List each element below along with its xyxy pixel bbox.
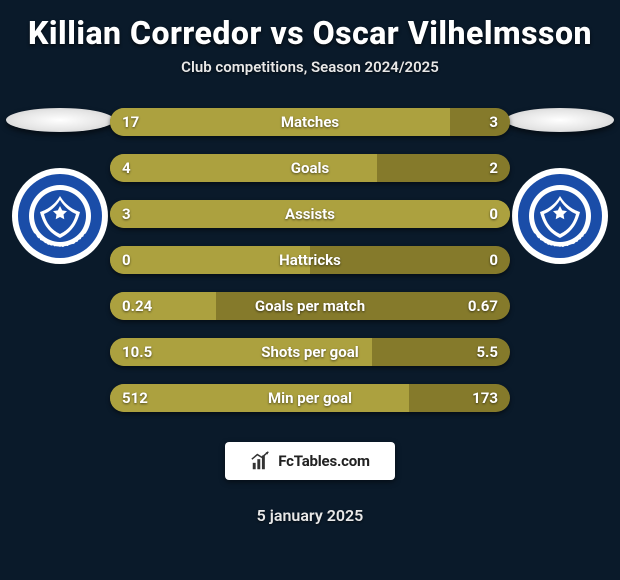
stat-value-right: 2 [489, 159, 498, 177]
stat-value-right: 0.67 [468, 297, 498, 315]
brand-text: FcTables.com [278, 452, 370, 470]
player-column-right: SPORTVEREIN DARMSTADT 1898 [500, 90, 620, 266]
stat-row: 4 Goals 2 [110, 154, 510, 182]
stat-label: Goals [291, 159, 329, 177]
stat-row: 17 Matches 3 [110, 108, 510, 136]
stat-value-left: 17 [122, 113, 139, 131]
club-badge-left: SPORTVEREIN DARMSTADT 1898 [10, 166, 110, 266]
stat-value-left: 3 [122, 205, 131, 223]
stat-value-left: 0 [122, 251, 131, 269]
stat-row: 3 Assists 0 [110, 200, 510, 228]
stat-value-right: 0 [489, 251, 498, 269]
stat-value-left: 4 [122, 159, 131, 177]
club-badge-right: SPORTVEREIN DARMSTADT 1898 [510, 166, 610, 266]
stat-row: 512 Min per goal 173 [110, 384, 510, 412]
stat-value-right: 3 [489, 113, 498, 131]
subtitle: Club competitions, Season 2024/2025 [0, 58, 620, 90]
stat-value-left: 512 [122, 389, 148, 407]
page-title: Killian Corredor vs Oscar Vilhelmsson [0, 0, 620, 58]
brand-box[interactable]: FcTables.com [225, 442, 395, 480]
date-label: 5 january 2025 [0, 506, 620, 525]
stat-row: 0.24 Goals per match 0.67 [110, 292, 510, 320]
stats-bars: 17 Matches 3 4 Goals 2 3 Assists 0 0 Hattricks 0 0.2… [110, 90, 510, 412]
comparison-stage: SPORTVEREIN DARMSTADT 1898 [0, 90, 620, 412]
stat-row: 0 Hattricks 0 [110, 246, 510, 274]
player-column-left: SPORTVEREIN DARMSTADT 1898 [0, 90, 120, 266]
stat-label: Shots per goal [261, 343, 358, 361]
stat-value-left: 0.24 [122, 297, 152, 315]
stat-value-right: 5.5 [476, 343, 498, 361]
stat-label: Min per goal [268, 389, 352, 407]
stat-fill-left [110, 154, 377, 182]
stat-label: Hattricks [279, 251, 341, 269]
stat-fill-left [110, 384, 409, 412]
stat-value-right: 173 [472, 389, 498, 407]
club-badge-icon: SPORTVEREIN DARMSTADT 1898 [510, 166, 610, 266]
brand-chart-icon [250, 450, 272, 472]
stat-value-left: 10.5 [122, 343, 152, 361]
stat-label: Goals per match [255, 297, 365, 315]
club-badge-icon: SPORTVEREIN DARMSTADT 1898 [10, 166, 110, 266]
player-avatar-placeholder [506, 108, 614, 132]
player-avatar-placeholder [6, 108, 114, 132]
stat-value-right: 0 [489, 205, 498, 223]
stat-row: 10.5 Shots per goal 5.5 [110, 338, 510, 366]
stat-label: Matches [281, 113, 339, 131]
stat-label: Assists [285, 205, 335, 223]
